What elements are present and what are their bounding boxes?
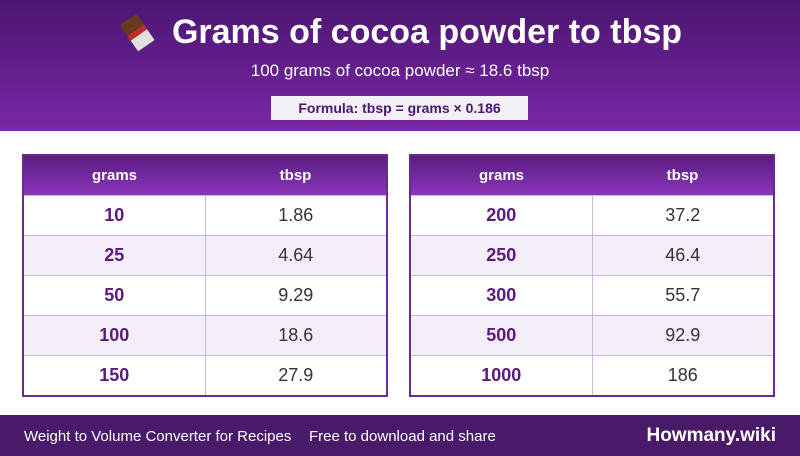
row: 500 92.9: [409, 315, 775, 356]
grams-cell: 10: [22, 195, 206, 236]
footer: Weight to Volume Converter for Recipes F…: [0, 415, 800, 456]
row: 1000 186: [409, 355, 775, 397]
row: 50 9.29: [22, 275, 388, 316]
tbsp-cell: 18.6: [204, 315, 388, 356]
row: 100 18.6: [22, 315, 388, 356]
brand[interactable]: Howmany.wiki: [646, 425, 776, 446]
grams-cell: 100: [22, 315, 206, 356]
title: Grams of cocoa powder to tbsp: [171, 12, 683, 51]
grams-cell: 200: [409, 195, 593, 236]
grams-cell: 1000: [409, 355, 593, 397]
row: 10 1.86: [22, 195, 388, 236]
row: 200 37.2: [409, 195, 775, 236]
tbsp-cell: 4.64: [204, 235, 388, 276]
row: 250 46.4: [409, 235, 775, 276]
grams-cell: 25: [22, 235, 206, 276]
row: 150 27.9: [22, 355, 388, 397]
footer-text: Weight to Volume Converter for Recipes: [24, 428, 292, 445]
tbsp-cell: 186: [591, 355, 775, 397]
tbsp-cell: 1.86: [204, 195, 388, 236]
grams-cell: 50: [22, 275, 206, 316]
tbsp-cell: 92.9: [591, 315, 775, 356]
table: grams tbsp 10 1.86 25 4.64 50 9.29 100 18.6 150 27.…: [22, 154, 388, 397]
formula: Formula: tbsp = grams × 0.186: [271, 96, 528, 120]
tbsp-cell: 27.9: [204, 355, 388, 397]
footer-text: Free to download and share: [309, 428, 496, 445]
row: 300 55.7: [409, 275, 775, 316]
row: 25 4.64: [22, 235, 388, 276]
title-row: Grams of cocoa powder to tbsp: [0, 12, 800, 52]
grams-cell: 500: [409, 315, 593, 356]
subtitle: 100 grams of cocoa powder ≈ 18.6 tbsp: [250, 61, 550, 80]
table: grams tbsp 200 37.2 250 46.4 300 55.7 500 92.9 100…: [409, 154, 775, 397]
column-header: grams: [23, 155, 205, 196]
header-row: grams tbsp: [410, 155, 774, 196]
tbsp-cell: 46.4: [591, 235, 775, 276]
column-header: tbsp: [592, 155, 774, 196]
grams-cell: 300: [409, 275, 593, 316]
column-header: tbsp: [205, 155, 387, 196]
header-row: grams tbsp: [23, 155, 387, 196]
tbsp-cell: 37.2: [591, 195, 775, 236]
grams-cell: 150: [22, 355, 206, 397]
tbsp-cell: 55.7: [591, 275, 775, 316]
grams-cell: 250: [409, 235, 593, 276]
tbsp-cell: 9.29: [204, 275, 388, 316]
header: Grams of cocoa powder to tbsp 100 grams …: [0, 0, 800, 131]
column-header: grams: [410, 155, 592, 196]
chocolate-icon: [120, 14, 155, 52]
